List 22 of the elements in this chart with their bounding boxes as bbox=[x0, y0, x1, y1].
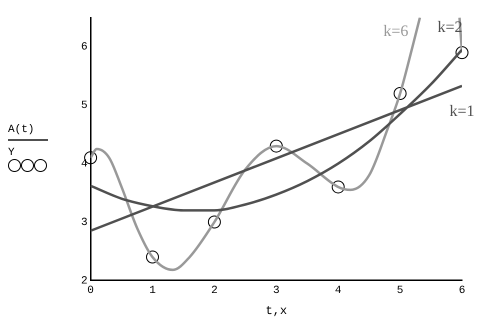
x-tick-label: 6 bbox=[458, 284, 466, 297]
x-tick-label: 1 bbox=[149, 284, 156, 297]
point bbox=[394, 87, 407, 100]
y-tick-label: 2 bbox=[80, 275, 88, 288]
x-tick-label: 5 bbox=[396, 284, 404, 297]
point bbox=[270, 140, 283, 153]
y-tick-label: 3 bbox=[80, 216, 88, 229]
text: A(t) bbox=[8, 124, 36, 136]
y-tick-label: 6 bbox=[80, 42, 88, 54]
series-label: k=6 bbox=[383, 22, 408, 40]
x-tick-label: 4 bbox=[334, 284, 342, 297]
series-label: k=1 bbox=[449, 103, 475, 120]
y-tick-label: 5 bbox=[80, 100, 88, 112]
x-tick-label: 2 bbox=[211, 284, 218, 297]
x-axis-title: t,x bbox=[265, 304, 288, 318]
x-tick-label: 0 bbox=[87, 284, 94, 297]
point bbox=[456, 46, 468, 60]
point bbox=[146, 250, 159, 264]
x-tick-label: 3 bbox=[272, 284, 280, 297]
point bbox=[208, 216, 221, 228]
point bbox=[332, 180, 345, 194]
text: Y bbox=[8, 147, 16, 159]
